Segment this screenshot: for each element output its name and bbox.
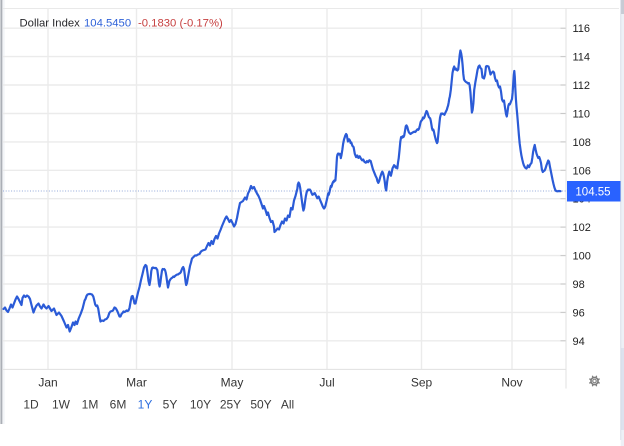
svg-text:Nov: Nov	[501, 376, 522, 390]
svg-text:10Y: 10Y	[190, 398, 211, 412]
svg-text:106: 106	[573, 165, 591, 177]
svg-text:112: 112	[573, 80, 591, 92]
svg-text:-0.1830 (-0.17%): -0.1830 (-0.17%)	[138, 18, 223, 30]
svg-text:110: 110	[573, 109, 591, 121]
svg-text:96: 96	[573, 307, 585, 319]
svg-text:94: 94	[573, 336, 585, 348]
svg-text:116: 116	[573, 23, 591, 35]
svg-text:108: 108	[573, 137, 591, 149]
svg-text:All: All	[281, 398, 294, 412]
svg-text:Mar: Mar	[126, 376, 147, 390]
svg-text:1M: 1M	[82, 398, 99, 412]
svg-text:Jan: Jan	[38, 376, 57, 390]
svg-text:104.55: 104.55	[575, 187, 610, 199]
svg-text:50Y: 50Y	[250, 398, 271, 412]
svg-text:114: 114	[573, 52, 591, 64]
svg-text:25Y: 25Y	[220, 398, 241, 412]
svg-text:98: 98	[573, 279, 585, 291]
svg-text:Sep: Sep	[411, 376, 433, 390]
svg-text:6M: 6M	[110, 398, 127, 412]
svg-text:104.5450: 104.5450	[84, 18, 131, 30]
svg-text:100: 100	[573, 251, 591, 263]
svg-text:1D: 1D	[23, 398, 39, 412]
svg-text:1Y: 1Y	[138, 398, 153, 412]
svg-text:Jul: Jul	[319, 376, 334, 390]
svg-text:1W: 1W	[52, 398, 71, 412]
svg-text:May: May	[221, 376, 244, 390]
svg-text:102: 102	[573, 222, 591, 234]
svg-text:Dollar Index: Dollar Index	[20, 18, 81, 30]
svg-text:5Y: 5Y	[163, 398, 178, 412]
